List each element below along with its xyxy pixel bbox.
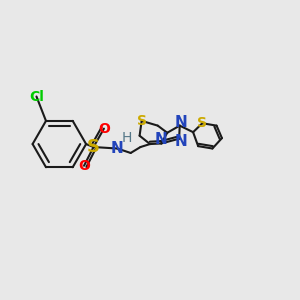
Text: O: O	[98, 122, 110, 136]
Text: N: N	[111, 141, 124, 156]
Text: S: S	[137, 114, 147, 128]
Text: S: S	[197, 116, 207, 130]
Text: N: N	[155, 132, 168, 147]
Text: N: N	[174, 134, 187, 148]
Text: Cl: Cl	[29, 89, 44, 103]
Text: S: S	[87, 138, 100, 156]
Text: N: N	[175, 115, 188, 130]
Text: O: O	[78, 159, 90, 173]
Text: H: H	[122, 131, 132, 145]
